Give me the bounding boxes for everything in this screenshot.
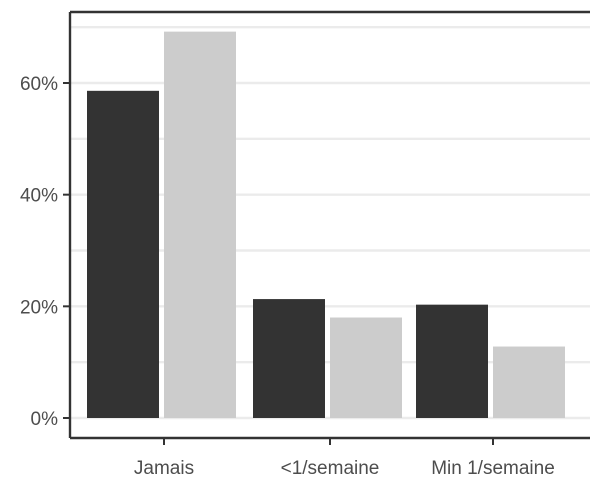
bar [87,90,159,419]
bar [493,346,565,418]
bar [330,317,402,418]
x-tick-label: Min 1/semaine [431,458,555,479]
x-tick-label: Jamais [134,458,194,479]
y-tick-label: 20% [20,297,58,318]
y-tick-label: 0% [31,409,59,430]
bars [87,31,565,419]
y-tick-label: 40% [20,186,58,207]
y-axis: 0% 20% 40% 60% [20,74,70,430]
bar [416,304,488,418]
x-tick-label: <1/semaine [281,458,380,479]
bar [253,299,325,418]
bar [164,31,236,418]
y-tick-label: 60% [20,74,58,95]
x-axis: Jamais <1/semaine Min 1/semaine [134,438,555,479]
